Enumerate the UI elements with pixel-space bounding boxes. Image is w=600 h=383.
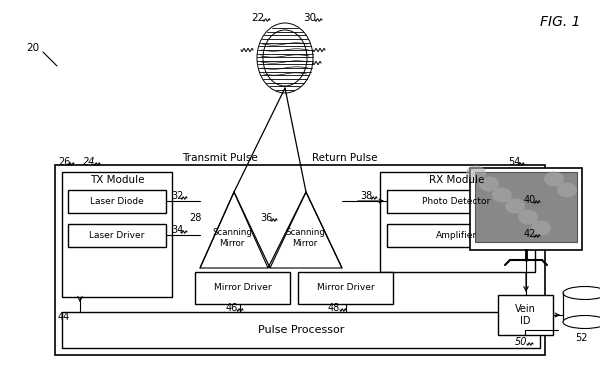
Text: 28: 28 [189,213,201,223]
Text: 48: 48 [328,303,340,313]
Text: 20: 20 [26,43,40,53]
Text: Vein
ID: Vein ID [515,304,536,326]
Ellipse shape [492,188,512,203]
Ellipse shape [544,172,564,187]
Bar [563,293,600,322]
Text: 22: 22 [251,13,265,23]
Bar [62,312,540,348]
Text: TX Module: TX Module [90,175,144,185]
Text: 34: 34 [171,225,183,235]
Bar [387,190,525,213]
Text: Mirror Driver: Mirror Driver [317,283,374,293]
Text: Photo Detector: Photo Detector [422,197,490,206]
Text: Scanning
Mirror: Scanning Mirror [212,228,252,248]
Bar [298,272,393,304]
Bar [475,172,577,242]
Bar [498,295,553,335]
Polygon shape [200,192,268,268]
Bar [380,172,535,272]
Bar [68,190,166,213]
Ellipse shape [479,177,499,192]
Ellipse shape [466,165,486,180]
Bar [68,224,166,247]
Text: Laser Driver: Laser Driver [89,231,145,240]
Ellipse shape [505,198,525,213]
Polygon shape [270,192,342,268]
Text: 54: 54 [508,157,520,167]
Text: 36: 36 [260,213,272,223]
Text: Pulse Processor: Pulse Processor [258,325,344,335]
Text: 50: 50 [515,337,527,347]
Ellipse shape [563,286,600,300]
Text: Transmit Pulse: Transmit Pulse [182,153,258,163]
Bar [195,272,290,304]
Bar [55,165,545,355]
Text: 44: 44 [58,312,70,322]
Text: RX Module: RX Module [430,175,485,185]
Ellipse shape [531,221,551,236]
Bar [62,172,172,297]
Ellipse shape [518,210,538,224]
Text: Scanning
Mirror: Scanning Mirror [285,228,325,248]
Text: Amplifier: Amplifier [436,231,476,240]
Text: FIG. 1: FIG. 1 [540,15,580,29]
Text: 26: 26 [58,157,70,167]
Text: 40: 40 [524,195,536,205]
Ellipse shape [557,183,577,198]
Text: 30: 30 [304,13,317,23]
Bar [387,224,525,247]
Text: 46: 46 [226,303,238,313]
Bar [470,168,582,250]
Text: 32: 32 [171,191,183,201]
Text: 38: 38 [360,191,372,201]
Ellipse shape [563,316,600,329]
Text: 52: 52 [575,333,587,343]
Text: Laser Diode: Laser Diode [90,197,144,206]
Text: 24: 24 [83,157,95,167]
Text: Return Pulse: Return Pulse [312,153,378,163]
Text: 42: 42 [524,229,536,239]
Text: Mirror Driver: Mirror Driver [214,283,271,293]
